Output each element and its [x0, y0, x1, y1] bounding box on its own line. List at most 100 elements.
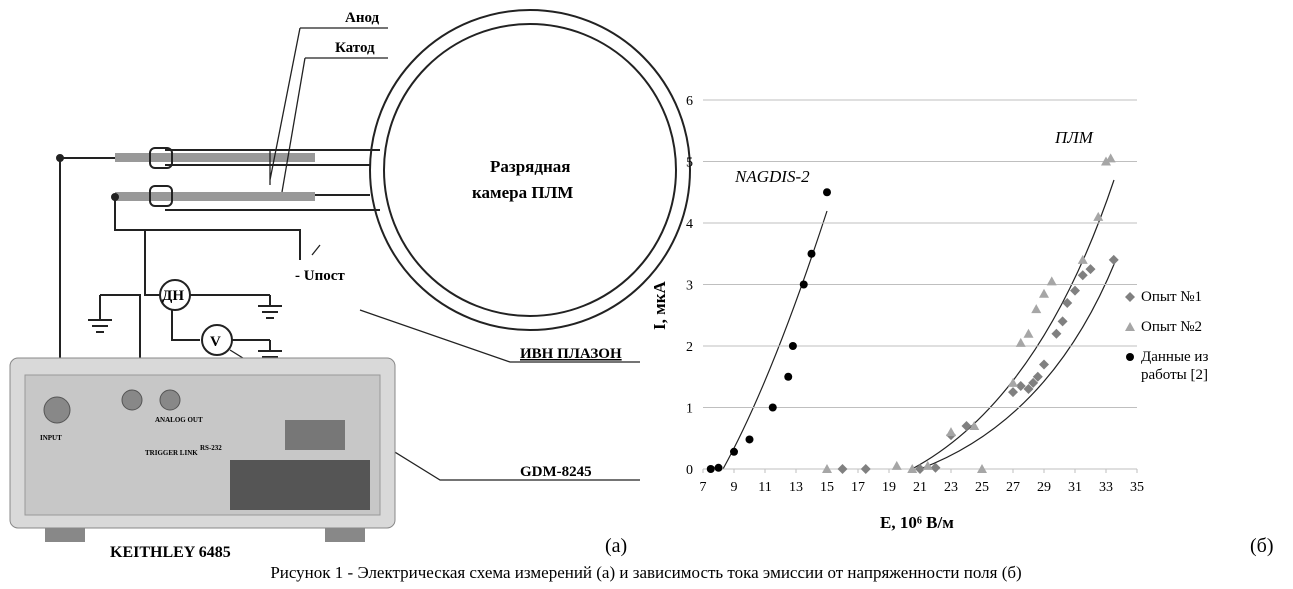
panel-label: TRIGGER LINK	[145, 449, 198, 457]
point	[1085, 264, 1096, 275]
x-tick-label: 29	[1037, 480, 1051, 495]
legend-label: Опыт №1	[1141, 289, 1203, 305]
wires	[100, 230, 270, 370]
point	[706, 465, 715, 473]
connector	[43, 396, 71, 424]
y-tick-label: 2	[686, 340, 693, 355]
trendline	[722, 210, 828, 470]
node	[111, 193, 119, 201]
ports	[165, 149, 380, 211]
point	[1105, 153, 1116, 163]
leaders	[269, 27, 306, 193]
foot	[45, 528, 85, 542]
x-tick-label: 7	[700, 480, 707, 495]
point	[961, 420, 972, 431]
legend-marker	[1125, 322, 1135, 331]
panel-label: RS-232	[200, 444, 222, 452]
point	[915, 464, 925, 474]
point	[784, 372, 793, 381]
point	[799, 280, 808, 289]
divider-label: ДН	[162, 288, 184, 304]
legend-label: Опыт №2	[1141, 319, 1203, 335]
chamber-outer	[369, 9, 691, 331]
point	[1070, 285, 1080, 296]
legend-marker	[1126, 353, 1134, 361]
foot	[325, 528, 365, 542]
connector	[121, 389, 143, 411]
point	[1126, 353, 1134, 361]
anode-label: Анод	[345, 10, 380, 26]
x-tick-label: 25	[975, 480, 989, 495]
x-tick-label: 11	[758, 480, 771, 495]
point	[1062, 297, 1073, 308]
x-tick-label: 27	[1006, 480, 1020, 495]
node	[56, 154, 64, 162]
x-tick-label: 23	[944, 480, 958, 495]
point	[1023, 328, 1034, 338]
point	[969, 420, 980, 430]
panel-a-label: (а)	[605, 535, 627, 557]
device	[9, 357, 396, 542]
point	[1077, 270, 1088, 281]
panel-label: INPUT	[40, 434, 62, 442]
point	[1015, 380, 1026, 391]
circuit	[56, 9, 691, 481]
y-tick-label: 0	[686, 463, 693, 478]
point	[730, 447, 738, 456]
point	[768, 403, 777, 412]
voltmeter-symbol	[201, 324, 233, 356]
point	[714, 463, 723, 472]
chart: NAGDIS-2 ПЛМ E, 10⁶ В/м I, мкА (б) 01234…	[650, 94, 1274, 557]
point	[1093, 211, 1104, 221]
device-label: KEITHLEY 6485	[110, 544, 231, 561]
trendline	[919, 261, 1116, 470]
point	[1039, 359, 1049, 370]
clamp	[149, 147, 173, 169]
point	[745, 435, 754, 444]
x-tick-label: 31	[1068, 480, 1082, 495]
y-tick-label: 4	[686, 217, 693, 232]
point	[1028, 377, 1039, 388]
point	[1023, 384, 1034, 395]
leaders	[300, 27, 388, 59]
y-tick-label: 3	[686, 279, 693, 294]
point	[922, 460, 933, 470]
point	[1032, 371, 1043, 382]
trendline	[911, 179, 1115, 470]
point	[1108, 254, 1119, 265]
annotation: ПЛМ	[1054, 128, 1094, 147]
y-tick-label: 5	[686, 156, 693, 171]
point	[1008, 377, 1018, 387]
y-tick-label: 6	[686, 94, 693, 109]
connector	[159, 389, 181, 411]
point	[1046, 276, 1057, 286]
point	[1015, 337, 1026, 347]
source-label: ИВН ПЛАЗОН	[520, 346, 622, 362]
clamp	[149, 185, 173, 207]
panel-label: ANALOG OUT	[155, 416, 203, 424]
point	[1051, 328, 1062, 339]
point	[930, 462, 941, 473]
cathode-rod	[115, 192, 315, 201]
caption: Рисунок 1 - Электрическая схема измерени…	[270, 563, 1021, 582]
point	[1008, 387, 1018, 398]
anode-rod	[115, 153, 315, 162]
point	[1125, 292, 1135, 302]
point	[860, 464, 871, 474]
point	[1039, 288, 1049, 298]
divider-symbol	[159, 279, 191, 311]
x-tick-label: 15	[820, 480, 834, 495]
x-axis-label: E, 10⁶ В/м	[880, 513, 954, 532]
point	[788, 342, 797, 350]
y-axis-label: I, мкА	[650, 281, 669, 330]
voltmeter-label: V	[210, 334, 221, 350]
x-tick-label: 19	[882, 480, 896, 495]
cathode-label: Катод	[335, 40, 375, 56]
x-tick-label: 35	[1130, 480, 1144, 495]
x-tick-label: 17	[851, 480, 865, 495]
x-tick-label: 13	[789, 480, 803, 495]
x-tick-label: 21	[913, 480, 927, 495]
x-tick-label: 9	[731, 480, 738, 495]
point	[1031, 304, 1042, 314]
